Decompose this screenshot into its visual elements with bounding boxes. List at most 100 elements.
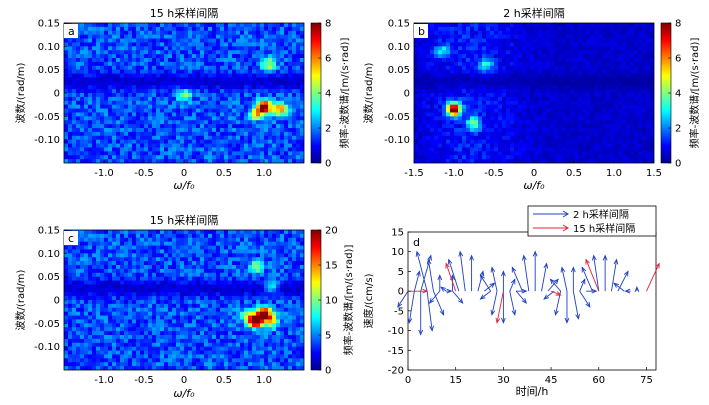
heatmap-cell xyxy=(164,139,169,144)
heatmap-cell xyxy=(482,73,487,78)
heatmap-cell xyxy=(148,96,153,102)
heatmap-cell xyxy=(530,73,535,78)
heatmap-cell xyxy=(430,143,435,148)
heatmap-cell xyxy=(510,69,515,74)
heatmap-cell xyxy=(474,155,479,160)
heatmap-cell xyxy=(446,96,451,102)
heatmap-cell xyxy=(296,89,301,94)
heatmap-cell xyxy=(622,85,627,90)
heatmap-cell xyxy=(112,288,117,293)
heatmap-cell xyxy=(84,268,89,274)
heatmap-cell xyxy=(276,30,281,36)
heatmap-cell xyxy=(188,58,193,63)
heatmap-cell xyxy=(276,38,281,43)
heatmap-cell xyxy=(68,358,73,363)
heatmap-cell xyxy=(578,96,583,102)
heatmap-cell xyxy=(638,120,643,125)
heatmap-cell xyxy=(470,112,475,117)
heatmap-cell xyxy=(562,100,567,106)
heatmap-cell xyxy=(72,319,77,324)
heatmap-cell xyxy=(474,38,479,43)
heatmap-cell xyxy=(124,346,129,351)
heatmap-cell xyxy=(518,54,523,59)
heatmap-cell xyxy=(296,120,301,125)
heatmap-cell xyxy=(188,155,193,160)
heatmap-cell xyxy=(574,143,579,148)
heatmap-cell xyxy=(148,159,153,163)
heatmap-cell xyxy=(168,81,173,86)
heatmap-cell xyxy=(252,139,257,144)
heatmap-cell xyxy=(566,151,571,156)
heatmap-cell xyxy=(442,131,447,137)
heatmap-cell xyxy=(188,65,193,71)
heatmap-cell xyxy=(546,69,551,74)
heatmap-cell xyxy=(272,73,277,78)
heatmap-cell xyxy=(232,120,237,125)
heatmap-cell xyxy=(490,135,495,141)
heatmap-cell xyxy=(180,85,185,90)
heatmap-cell xyxy=(200,73,205,78)
heatmap-cell xyxy=(240,38,245,43)
heatmap-cell xyxy=(570,135,575,141)
heatmap-cell xyxy=(292,155,297,160)
heatmap-cell xyxy=(244,34,249,39)
heatmap-cell xyxy=(64,292,69,297)
heatmap-cell xyxy=(104,358,109,363)
heatmap-cell xyxy=(268,77,273,82)
heatmap-cell xyxy=(582,104,587,109)
heatmap-cell xyxy=(586,73,591,78)
heatmap-cell xyxy=(646,100,651,106)
heatmap-cell xyxy=(582,46,587,51)
heatmap-cell xyxy=(288,77,293,82)
heatmap-cell xyxy=(550,73,555,78)
heatmap-cell xyxy=(442,30,447,36)
heatmap-cell xyxy=(140,159,145,163)
heatmap-cell xyxy=(594,128,599,133)
heatmap-cell xyxy=(590,46,595,51)
heatmap-cell xyxy=(598,116,603,121)
heatmap-cell xyxy=(494,34,499,39)
heatmap-cell xyxy=(80,100,85,106)
heatmap-cell xyxy=(474,89,479,94)
heatmap-cell xyxy=(172,124,177,129)
heatmap-cell xyxy=(498,159,503,163)
heatmap-cell xyxy=(570,93,575,98)
heatmap-cell xyxy=(474,77,479,82)
heatmap-cell xyxy=(72,296,77,301)
heatmap-cell xyxy=(204,155,209,160)
heatmap-cell xyxy=(498,89,503,94)
heatmap-cell xyxy=(144,85,149,90)
heatmap-cell xyxy=(486,128,491,133)
heatmap-cell xyxy=(152,100,157,106)
heatmap-cell xyxy=(284,65,289,71)
heatmap-cell xyxy=(124,354,129,359)
heatmap-cell xyxy=(80,257,85,262)
heatmap-cell xyxy=(116,100,121,106)
heatmap-cell xyxy=(92,65,97,71)
heatmap-cell xyxy=(650,81,654,86)
heatmap-cell xyxy=(586,155,591,160)
heatmap-cell xyxy=(498,26,503,32)
heatmap-cell xyxy=(586,81,591,86)
heatmap-cell xyxy=(228,69,233,74)
heatmap-cell xyxy=(72,50,77,55)
heatmap-cell xyxy=(430,26,435,32)
heatmap-cell xyxy=(256,143,261,148)
heatmap-cell xyxy=(450,100,455,106)
heatmap-cell xyxy=(610,108,615,113)
heatmap-cell xyxy=(120,319,125,324)
heatmap-cell xyxy=(546,58,551,63)
heatmap-cell xyxy=(630,77,635,82)
heatmap-cell xyxy=(80,73,85,78)
heatmap-cell xyxy=(216,30,221,36)
heatmap-cell xyxy=(474,159,479,163)
heatmap-cell xyxy=(446,38,451,43)
heatmap-cell xyxy=(156,147,161,152)
heatmap-cell xyxy=(84,128,89,133)
heatmap-cell xyxy=(216,81,221,86)
heatmap-cell xyxy=(574,65,579,71)
heatmap-cell xyxy=(96,112,101,117)
heatmap-cell xyxy=(104,73,109,78)
heatmap-cell xyxy=(84,296,89,301)
heatmap-cell xyxy=(426,112,431,117)
